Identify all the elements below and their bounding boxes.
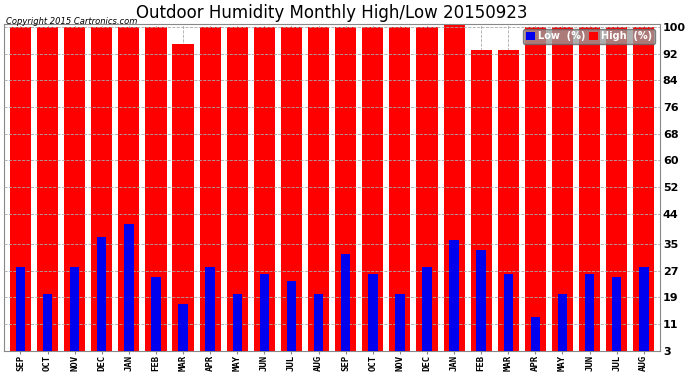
- Bar: [43, 294, 52, 360]
- Bar: [525, 27, 546, 360]
- Bar: [281, 27, 302, 360]
- Bar: [287, 280, 296, 360]
- Bar: [37, 27, 58, 360]
- Bar: [471, 50, 492, 360]
- Bar: [639, 267, 649, 360]
- Bar: [341, 254, 351, 360]
- Bar: [585, 274, 594, 360]
- Title: Outdoor Humidity Monthly High/Low 20150923: Outdoor Humidity Monthly High/Low 201509…: [137, 4, 528, 22]
- Bar: [612, 277, 622, 360]
- Bar: [70, 267, 79, 360]
- Bar: [444, 24, 464, 360]
- Bar: [449, 240, 459, 360]
- Bar: [606, 27, 627, 360]
- Bar: [146, 27, 166, 360]
- Bar: [178, 304, 188, 360]
- Bar: [233, 294, 242, 360]
- Bar: [504, 274, 513, 360]
- Bar: [362, 27, 384, 360]
- Bar: [10, 27, 31, 360]
- Text: Copyright 2015 Cartronics.com: Copyright 2015 Cartronics.com: [6, 17, 137, 26]
- Bar: [476, 251, 486, 360]
- Bar: [151, 277, 161, 360]
- Bar: [633, 27, 654, 360]
- Bar: [254, 27, 275, 360]
- Bar: [531, 317, 540, 360]
- Bar: [308, 27, 329, 360]
- Bar: [91, 27, 112, 360]
- Bar: [416, 27, 437, 360]
- Bar: [552, 27, 573, 360]
- Bar: [422, 267, 432, 360]
- Legend: Low  (%), High  (%): Low (%), High (%): [522, 28, 656, 44]
- Bar: [395, 294, 404, 360]
- Bar: [335, 27, 356, 360]
- Bar: [579, 27, 600, 360]
- Bar: [558, 294, 567, 360]
- Bar: [259, 274, 269, 360]
- Bar: [368, 274, 377, 360]
- Bar: [206, 267, 215, 360]
- Bar: [124, 224, 134, 360]
- Bar: [64, 27, 85, 360]
- Bar: [97, 237, 106, 360]
- Bar: [16, 267, 25, 360]
- Bar: [227, 27, 248, 360]
- Bar: [172, 44, 194, 360]
- Bar: [118, 27, 139, 360]
- Bar: [389, 27, 411, 360]
- Bar: [497, 50, 519, 360]
- Bar: [314, 294, 324, 360]
- Bar: [199, 27, 221, 360]
